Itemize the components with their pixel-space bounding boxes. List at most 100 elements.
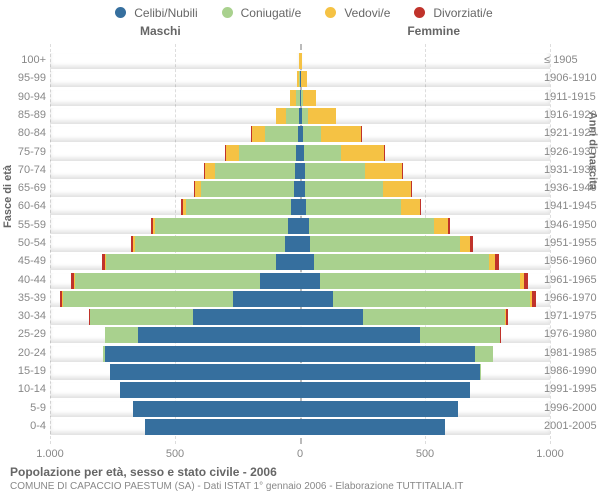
segment-widowed xyxy=(303,90,317,106)
birthyear-label: 1936-1940 xyxy=(544,182,600,194)
segment-widowed xyxy=(276,108,286,124)
segment-married xyxy=(63,291,233,307)
female-bar xyxy=(300,419,550,435)
segment-widowed xyxy=(434,218,448,234)
segment-divorced xyxy=(506,309,508,325)
x-tick-label: 500 xyxy=(416,448,434,460)
age-label: 40-44 xyxy=(0,274,46,286)
segment-single xyxy=(300,254,314,270)
legend-swatch xyxy=(222,7,233,18)
segment-widowed xyxy=(321,126,361,142)
segment-divorced xyxy=(470,236,473,252)
segment-single xyxy=(300,218,309,234)
male-bar xyxy=(50,291,300,307)
age-label: 75-79 xyxy=(0,146,46,158)
birthyear-label: 1996-2000 xyxy=(544,402,600,414)
segment-single xyxy=(120,382,300,398)
pyramid-row xyxy=(50,327,550,343)
pyramid-row xyxy=(50,382,550,398)
legend-item: Celibi/Nubili xyxy=(107,6,197,20)
male-bar xyxy=(50,419,300,435)
age-label: 5-9 xyxy=(0,402,46,414)
footer-subtitle: COMUNE DI CAPACCIO PAESTUM (SA) - Dati I… xyxy=(10,481,463,492)
segment-widowed xyxy=(225,145,239,161)
segment-married xyxy=(320,273,520,289)
segment-divorced xyxy=(71,273,74,289)
pyramid-row xyxy=(50,346,550,362)
segment-married xyxy=(480,364,481,380)
segment-divorced xyxy=(411,181,412,197)
female-bar xyxy=(300,163,550,179)
segment-divorced xyxy=(89,309,90,325)
female-bar xyxy=(300,401,550,417)
segment-divorced xyxy=(151,218,153,234)
female-bar xyxy=(300,71,550,87)
chart-footer: Popolazione per età, sesso e stato civil… xyxy=(10,465,463,492)
segment-divorced xyxy=(402,163,403,179)
male-bar xyxy=(50,163,300,179)
male-bar xyxy=(50,181,300,197)
pyramid-row xyxy=(50,199,550,215)
male-bar xyxy=(50,273,300,289)
segment-married xyxy=(363,309,506,325)
birthyear-label: 1931-1935 xyxy=(544,164,600,176)
age-label: 20-24 xyxy=(0,347,46,359)
birthyear-label: 1991-1995 xyxy=(544,383,600,395)
male-bar xyxy=(50,401,300,417)
segment-married xyxy=(306,199,401,215)
male-bar xyxy=(50,364,300,380)
legend-item: Coniugati/e xyxy=(214,6,302,20)
footer-title: Popolazione per età, sesso e stato civil… xyxy=(10,465,463,479)
segment-divorced xyxy=(524,273,528,289)
segment-widowed xyxy=(383,181,412,197)
segment-widowed xyxy=(62,291,63,307)
x-tick-label: 500 xyxy=(166,448,184,460)
segment-married xyxy=(303,126,321,142)
legend-swatch xyxy=(325,7,336,18)
segment-single xyxy=(300,382,470,398)
female-bar xyxy=(300,126,550,142)
age-label: 95-99 xyxy=(0,72,46,84)
segment-married xyxy=(304,145,342,161)
age-label: 10-14 xyxy=(0,383,46,395)
female-bar xyxy=(300,273,550,289)
segment-widowed xyxy=(308,108,336,124)
segment-widowed xyxy=(460,236,470,252)
chart-stage: Celibi/NubiliConiugati/eVedovi/eDivorzia… xyxy=(0,0,600,500)
male-bar xyxy=(50,327,300,343)
segment-divorced xyxy=(495,254,499,270)
pyramid-row xyxy=(50,254,550,270)
pyramid-row xyxy=(50,218,550,234)
female-bar xyxy=(300,53,550,69)
female-bar xyxy=(300,309,550,325)
segment-divorced xyxy=(532,291,536,307)
segment-divorced xyxy=(448,218,450,234)
male-bar xyxy=(50,254,300,270)
segment-married xyxy=(105,327,138,343)
pyramid-row xyxy=(50,53,550,69)
segment-married xyxy=(75,273,260,289)
birthyear-label: 1921-1925 xyxy=(544,127,600,139)
age-label: 65-69 xyxy=(0,182,46,194)
segment-single xyxy=(300,419,445,435)
male-bar xyxy=(50,382,300,398)
male-header: Maschi xyxy=(140,24,181,38)
segment-widowed xyxy=(301,71,307,87)
age-label: 15-19 xyxy=(0,365,46,377)
legend-swatch xyxy=(414,7,425,18)
female-bar xyxy=(300,346,550,362)
segment-divorced xyxy=(60,291,63,307)
male-bar xyxy=(50,53,300,69)
segment-divorced xyxy=(500,327,501,343)
legend: Celibi/NubiliConiugati/eVedovi/eDivorzia… xyxy=(0,6,600,20)
segment-married xyxy=(186,199,291,215)
male-bar xyxy=(50,126,300,142)
segment-widowed xyxy=(195,181,201,197)
segment-married xyxy=(314,254,489,270)
pyramid-row xyxy=(50,181,550,197)
segment-single xyxy=(145,419,300,435)
segment-single xyxy=(105,346,300,362)
segment-single xyxy=(193,309,301,325)
birthyear-label: 1971-1975 xyxy=(544,310,600,322)
segment-married xyxy=(310,236,460,252)
